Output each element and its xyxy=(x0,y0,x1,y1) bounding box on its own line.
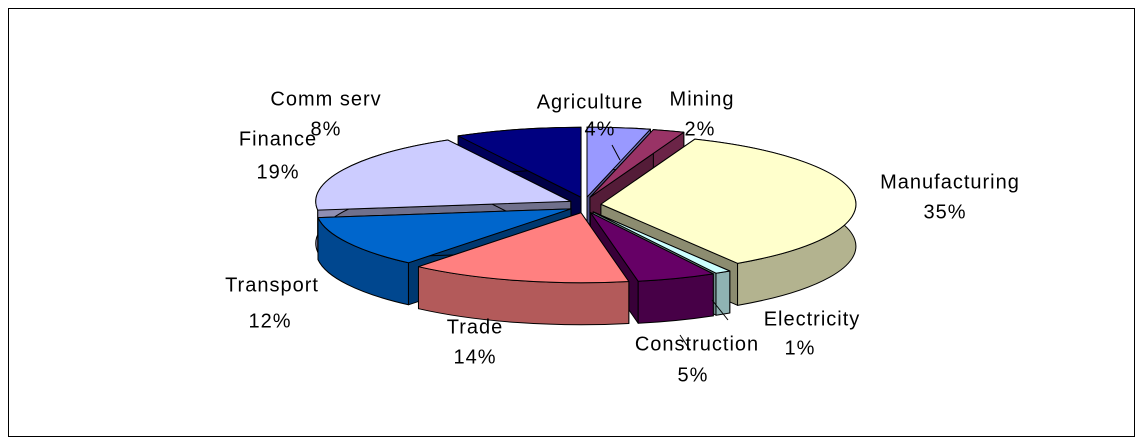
pie xyxy=(315,126,857,326)
leader-line xyxy=(679,334,691,351)
slice-label: Comm serv xyxy=(270,88,381,110)
slice-label: Finance xyxy=(239,128,317,150)
slice-label: Agriculture xyxy=(537,91,644,113)
slice-label: Transport xyxy=(225,274,319,296)
slice xyxy=(417,212,630,284)
slice-label: Mining xyxy=(670,88,735,110)
slice xyxy=(600,138,857,264)
slice xyxy=(589,129,685,198)
slice-value-label: 19% xyxy=(256,161,299,183)
slice-value-label: 2% xyxy=(685,118,716,140)
slice-value-label: 1% xyxy=(785,337,816,359)
slice-value-label: 14% xyxy=(453,346,496,368)
slice xyxy=(592,211,731,274)
slice-value-label: 5% xyxy=(678,364,709,386)
slice xyxy=(457,126,582,198)
slice xyxy=(589,212,714,282)
slice xyxy=(317,208,572,264)
slice xyxy=(315,139,572,211)
slice-value-label: 8% xyxy=(311,118,342,140)
slice-value-label: 35% xyxy=(923,201,966,223)
leader-line xyxy=(611,144,621,161)
slice-label: Trade xyxy=(447,316,504,338)
slice-label: Manufacturing xyxy=(880,171,1020,193)
slice-wall xyxy=(715,270,731,316)
slice xyxy=(586,126,651,198)
slice-value-label: 12% xyxy=(248,310,291,332)
slice-wall xyxy=(637,273,714,324)
slice-label: Construction xyxy=(635,333,759,355)
slice-value-label: 4% xyxy=(585,118,616,140)
labels: Agriculture 4% Mining 2% Manufacturing 35% Ele… xyxy=(225,88,1020,386)
slice-label: Electricity xyxy=(764,308,861,330)
leader-line xyxy=(711,299,729,321)
